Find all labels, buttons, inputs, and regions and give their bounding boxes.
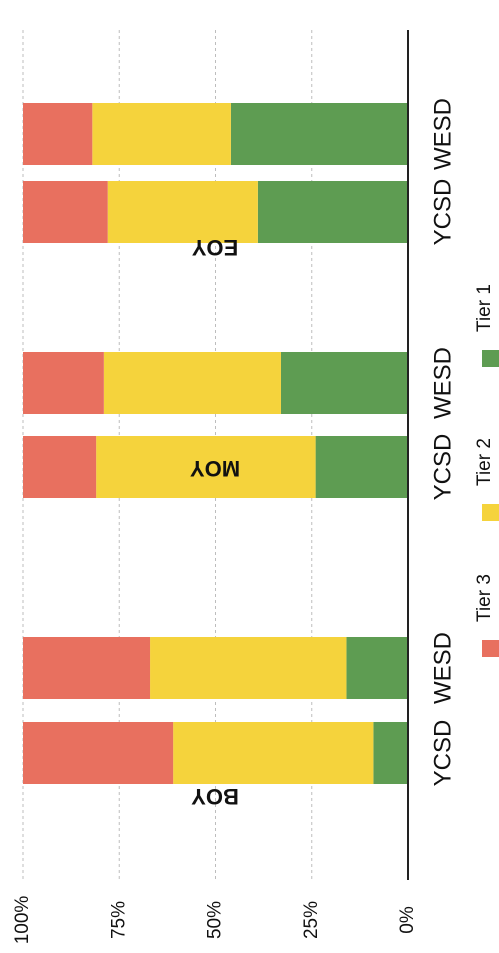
bars xyxy=(23,103,408,784)
bar-tier2-boy-ycsd xyxy=(173,722,374,784)
group-label-eoy: EOY xyxy=(191,235,238,260)
legend-label-tier1: Tier 1 xyxy=(474,284,495,332)
bar-tier1-boy-wesd xyxy=(346,637,408,699)
bar-tier3-eoy-ycsd xyxy=(23,181,108,243)
tick-label-50: 50% xyxy=(205,901,226,939)
legend: Tier 3 Tier 2 Tier 1 xyxy=(474,284,499,657)
value-axis-ticks: 0% 25% 50% 75% 100% xyxy=(12,896,418,945)
bar-tier2-eoy-wesd xyxy=(92,103,231,165)
category-label-ycsd-eoy: YCSD xyxy=(429,179,456,246)
tick-label-100: 100% xyxy=(12,896,33,945)
bar-tier2-boy-wesd xyxy=(150,637,347,699)
group-label-boy: BOY xyxy=(191,784,239,809)
group-labels: BOY MOY EOY xyxy=(190,235,240,809)
legend-swatch-tier3 xyxy=(482,640,499,657)
group-label-moy: MOY xyxy=(190,456,240,481)
tick-label-25: 25% xyxy=(301,901,322,939)
bar-tier3-moy-wesd xyxy=(23,352,104,414)
tick-label-75: 75% xyxy=(108,901,129,939)
bar-tier2-moy-ycsd xyxy=(96,436,316,498)
category-label-ycsd-moy: YCSD xyxy=(429,434,456,501)
bar-tier1-moy-wesd xyxy=(280,352,408,414)
category-label-ycsd-boy: YCSD xyxy=(429,720,456,787)
bar-tier2-eoy-ycsd xyxy=(107,181,258,243)
legend-swatch-tier1 xyxy=(482,350,499,367)
category-labels: YCSD WESD YCSD WESD YCSD WESD xyxy=(429,98,456,786)
category-label-wesd-boy: WESD xyxy=(429,632,456,704)
legend-swatch-tier2 xyxy=(482,504,499,521)
legend-label-tier3: Tier 3 xyxy=(474,574,495,622)
bar-tier3-boy-wesd xyxy=(23,637,151,699)
tick-label-0: 0% xyxy=(397,906,418,934)
bar-tier1-boy-ycsd xyxy=(373,722,408,784)
bar-tier1-moy-ycsd xyxy=(315,436,408,498)
category-label-wesd-eoy: WESD xyxy=(429,98,456,170)
legend-label-tier2: Tier 2 xyxy=(474,438,495,486)
bar-tier2-moy-wesd xyxy=(103,352,281,414)
bar-tier3-moy-ycsd xyxy=(23,436,97,498)
bar-tier1-eoy-wesd xyxy=(230,103,408,165)
bar-tier1-eoy-ycsd xyxy=(257,181,408,243)
category-label-wesd-moy: WESD xyxy=(429,347,456,419)
bar-tier3-eoy-wesd xyxy=(23,103,93,165)
bar-tier3-boy-ycsd xyxy=(23,722,174,784)
